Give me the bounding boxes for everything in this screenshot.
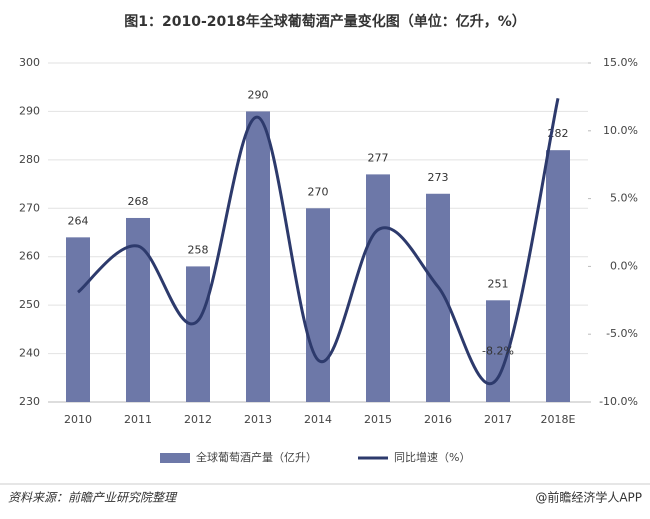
bar-value-label: 273 xyxy=(428,171,449,184)
x-tick-label: 2018E xyxy=(541,413,576,426)
bar-value-label: 290 xyxy=(248,88,269,101)
x-tick-label: 2011 xyxy=(124,413,152,426)
bar-value-label: 277 xyxy=(368,151,389,164)
legend-swatch xyxy=(160,453,190,463)
x-tick-label: 2016 xyxy=(424,413,452,426)
y-tick-label: 270 xyxy=(19,201,40,214)
y2-tick-label: 10.0% xyxy=(603,124,638,137)
legend-label: 全球葡萄酒产量（亿升） xyxy=(196,450,317,464)
line-value-label: -8.2% xyxy=(482,345,514,358)
bar-value-label: 258 xyxy=(188,243,209,256)
bar xyxy=(546,150,570,402)
x-tick-label: 2012 xyxy=(184,413,212,426)
y2-tick-label: 0.0% xyxy=(610,259,638,272)
y-tick-label: 240 xyxy=(19,347,40,360)
y2-tick-label: 5.0% xyxy=(610,192,638,205)
bar-value-label: 251 xyxy=(488,277,509,290)
y-tick-label: 250 xyxy=(19,298,40,311)
source: 资料来源：前瞻产业研究院整理 xyxy=(8,491,178,505)
x-tick-label: 2017 xyxy=(484,413,512,426)
line xyxy=(77,97,560,386)
bar xyxy=(366,174,390,402)
x-tick-label: 2015 xyxy=(364,413,392,426)
y2-tick-label: -10.0% xyxy=(599,395,638,408)
chart-title: 图1：2010-2018年全球葡萄酒产量变化图（单位：亿升，%） xyxy=(124,13,526,30)
bar xyxy=(426,193,450,402)
x-tick-label: 2014 xyxy=(304,413,332,426)
y-tick-label: 300 xyxy=(19,56,40,69)
bar-value-label: 270 xyxy=(308,185,329,198)
y2-tick-label: -5.0% xyxy=(606,327,638,340)
bar xyxy=(186,266,210,402)
bar-value-label: 264 xyxy=(68,214,89,227)
credit: @前瞻经济学人APP xyxy=(535,490,642,505)
bar xyxy=(306,208,330,402)
bar xyxy=(126,217,150,402)
y-tick-label: 260 xyxy=(19,250,40,263)
bar-value-label: 268 xyxy=(128,195,149,208)
bar xyxy=(66,237,90,402)
y-tick-label: 290 xyxy=(19,104,40,117)
x-tick-label: 2013 xyxy=(244,413,272,426)
bar xyxy=(246,111,270,402)
y-tick-label: 230 xyxy=(19,395,40,408)
y-tick-label: 280 xyxy=(19,153,40,166)
x-tick-label: 2010 xyxy=(64,413,92,426)
legend-label: 同比增速（%） xyxy=(394,450,470,464)
y2-tick-label: 15.0% xyxy=(603,56,638,69)
